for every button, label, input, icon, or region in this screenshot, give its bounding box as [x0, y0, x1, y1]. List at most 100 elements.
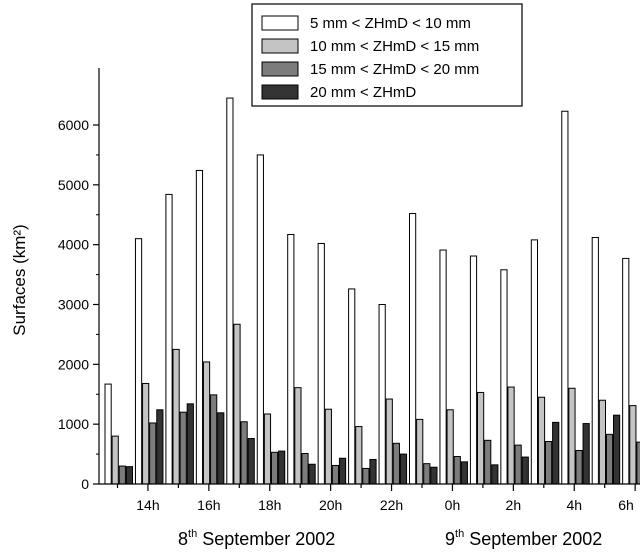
legend-swatch-4 — [261, 84, 299, 100]
legend-swatch-3 — [261, 61, 299, 77]
bar-series-3-group-8 — [331, 464, 340, 485]
bar-series-4-group-10 — [399, 453, 408, 485]
y-tick-label-0: 0 — [81, 476, 89, 492]
bar-series-2-group-6 — [263, 413, 272, 485]
bar-series-1-group-4 — [195, 169, 204, 485]
y-tick-label-3000: 3000 — [58, 297, 89, 313]
bar-series-1-group-3 — [165, 193, 173, 485]
bar-series-4-group-4 — [217, 412, 225, 485]
bar-series-3-group-1 — [118, 465, 126, 485]
bar-series-3-group-11 — [423, 463, 431, 485]
y-tick-label-2000: 2000 — [58, 356, 89, 372]
legend-label-2: 10 mm < ZHmD < 15 mm — [310, 38, 479, 55]
bar-series-2-group-8 — [324, 408, 332, 485]
bar-series-4-group-2 — [156, 409, 164, 485]
x-tick-label-2h: 2h — [506, 497, 522, 513]
bar-series-2-group-17 — [598, 399, 606, 485]
bar-series-4-group-15 — [552, 421, 560, 485]
bar-series-3-group-9 — [362, 467, 370, 485]
date-label-2: 9th September 2002 — [445, 528, 602, 549]
bar-series-2-group-14 — [507, 386, 515, 485]
bar-series-4-group-12 — [460, 461, 468, 485]
bar-series-4-group-16 — [582, 423, 590, 485]
bar-series-2-group-18 — [629, 405, 637, 485]
axes-layer: 0 1000 2000 3000 4000 5000 6000 14h 16h 18h 20h 22h… — [58, 68, 640, 513]
bar-series-3-group-16 — [575, 449, 583, 485]
bar-series-4-group-9 — [369, 458, 377, 485]
bar-series-3-group-15 — [545, 441, 553, 485]
bar-series-4-group-1 — [125, 466, 134, 485]
bar-series-2-group-12 — [446, 409, 454, 485]
bar-series-3-group-6 — [270, 451, 279, 485]
date-labels: 8th September 2002 9th September 2002 — [178, 528, 602, 549]
bar-series-2-group-5 — [233, 323, 241, 485]
bar-series-4-group-14 — [521, 456, 529, 485]
y-tick-label-1000: 1000 — [58, 416, 89, 432]
bar-series-4-group-5 — [247, 438, 255, 485]
x-tick-label-6h: 6h — [618, 497, 634, 513]
bar-series-1-group-7 — [287, 234, 295, 485]
bar-series-1-group-8 — [317, 242, 325, 485]
bar-series-1-group-6 — [256, 154, 264, 485]
bar-series-2-group-13 — [477, 391, 485, 485]
bar-series-2-group-1 — [111, 435, 119, 485]
bar-series-1-group-16 — [561, 110, 569, 485]
bar-series-3-group-17 — [605, 433, 614, 485]
bar-series-3-group-10 — [392, 442, 400, 485]
legend-swatch-2 — [261, 38, 299, 54]
bar-series-4-group-6 — [278, 450, 286, 485]
bar-series-2-group-9 — [355, 426, 363, 485]
bar-series-3-group-5 — [240, 421, 248, 485]
bar-series-1-group-5 — [226, 97, 234, 485]
bar-series-1-group-11 — [409, 213, 417, 485]
date-label-1: 8th September 2002 — [178, 528, 335, 549]
bar-series-3-group-13 — [484, 439, 492, 485]
bar-series-2-group-15 — [537, 396, 546, 485]
bar-series-1-group-9 — [348, 288, 356, 485]
bar-series-1-group-14 — [500, 269, 508, 485]
bar-series-1-group-12 — [439, 249, 447, 485]
x-tick-label-22h: 22h — [380, 497, 403, 513]
bar-series-2-group-10 — [385, 398, 393, 485]
bar-series-3-group-4 — [210, 394, 218, 485]
bar-series-1-group-13 — [469, 255, 478, 485]
bar-series-4-group-7 — [308, 463, 316, 485]
legend-label-4: 20 mm < ZHmD — [310, 84, 416, 101]
x-tick-label-0h: 0h — [445, 497, 461, 513]
bar-series-1-group-18 — [622, 257, 630, 485]
y-tick-label-5000: 5000 — [58, 177, 89, 193]
x-tick-label-4h: 4h — [566, 497, 582, 513]
bar-series-1-group-10 — [378, 304, 386, 485]
bar-series-1-group-15 — [530, 239, 538, 485]
y-axis-label: Surfaces (km²) — [10, 224, 29, 335]
bar-series-4-group-17 — [613, 414, 621, 485]
bar-series-4-group-11 — [430, 466, 438, 485]
legend-label-1: 5 mm < ZHmD < 10 mm — [310, 15, 471, 32]
legend: 5 mm < ZHmD < 10 mm 10 mm < ZHmD < 15 mm 1… — [251, 3, 523, 107]
bar-series-3-group-12 — [453, 455, 461, 485]
bar-series-2-group-11 — [416, 418, 424, 485]
bar-series-1-group-1 — [104, 383, 112, 485]
bar-series-4-group-8 — [338, 457, 347, 485]
bar-series-3-group-2 — [149, 422, 157, 485]
bar-series-1-group-17 — [591, 236, 599, 485]
x-tick-label-20h: 20h — [319, 497, 342, 513]
bar-series-4-group-3 — [186, 403, 194, 485]
bar-series-2-group-2 — [142, 382, 150, 485]
bar-series-3-group-3 — [179, 411, 187, 485]
y-tick-label-4000: 4000 — [58, 237, 89, 253]
y-tick-label-6000: 6000 — [58, 117, 89, 133]
bar-series-2-group-4 — [202, 361, 211, 485]
bar-series-2-group-16 — [568, 387, 576, 485]
legend-label-3: 15 mm < ZHmD < 20 mm — [310, 61, 479, 78]
x-tick-label-18h: 18h — [258, 497, 281, 513]
bar-series-3-group-14 — [514, 444, 522, 485]
legend-swatch-1 — [261, 15, 299, 31]
x-tick-label-16h: 16h — [197, 497, 220, 513]
bar-series-2-group-7 — [294, 387, 302, 485]
x-tick-label-14h: 14h — [136, 497, 159, 513]
bar-series-3-group-7 — [301, 452, 309, 485]
bar-series-4-group-13 — [491, 464, 499, 485]
bar-series-1-group-2 — [134, 238, 143, 485]
